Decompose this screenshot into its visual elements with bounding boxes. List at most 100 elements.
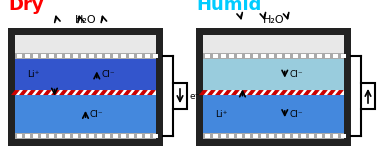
Polygon shape <box>327 90 336 95</box>
Bar <box>145 134 150 138</box>
Bar <box>41 134 46 138</box>
Bar <box>317 134 322 138</box>
Bar <box>8 28 163 146</box>
Bar <box>285 54 290 58</box>
Polygon shape <box>35 90 44 95</box>
Bar <box>173 83 187 109</box>
Bar <box>113 134 118 138</box>
Bar <box>15 133 156 139</box>
Polygon shape <box>263 90 272 95</box>
Text: Dry: Dry <box>8 0 43 14</box>
Polygon shape <box>215 90 224 95</box>
Bar <box>65 54 70 58</box>
Bar <box>301 134 306 138</box>
Bar <box>153 54 158 58</box>
Bar <box>73 134 78 138</box>
Polygon shape <box>51 90 60 95</box>
Bar <box>221 54 226 58</box>
Polygon shape <box>319 90 328 95</box>
Bar <box>261 134 266 138</box>
Polygon shape <box>287 90 296 95</box>
Polygon shape <box>147 90 156 95</box>
Text: H₂O: H₂O <box>75 15 96 25</box>
Bar <box>15 90 156 95</box>
Polygon shape <box>303 90 312 95</box>
Bar <box>269 54 274 58</box>
Bar <box>333 54 338 58</box>
Bar <box>137 134 142 138</box>
Text: Li⁺: Li⁺ <box>215 109 227 118</box>
Bar <box>229 134 234 138</box>
Bar <box>17 134 22 138</box>
Bar <box>153 134 158 138</box>
Polygon shape <box>59 90 68 95</box>
Bar <box>325 134 330 138</box>
Bar <box>213 134 218 138</box>
Bar <box>205 134 210 138</box>
Polygon shape <box>231 90 240 95</box>
Bar <box>49 54 54 58</box>
Polygon shape <box>139 90 148 95</box>
Bar <box>341 54 346 58</box>
Bar <box>285 134 290 138</box>
Polygon shape <box>199 90 208 95</box>
Bar <box>137 54 142 58</box>
Bar <box>113 54 118 58</box>
Text: Humid: Humid <box>196 0 261 14</box>
Bar <box>121 134 126 138</box>
Polygon shape <box>271 90 280 95</box>
Polygon shape <box>207 90 216 95</box>
Bar <box>269 134 274 138</box>
Bar <box>237 54 242 58</box>
Bar <box>277 134 282 138</box>
Polygon shape <box>279 90 288 95</box>
Polygon shape <box>335 90 344 95</box>
Bar <box>213 54 218 58</box>
Bar <box>341 134 346 138</box>
Bar <box>105 54 110 58</box>
Bar <box>49 134 54 138</box>
Bar <box>221 134 226 138</box>
Bar <box>73 54 78 58</box>
Bar <box>25 134 30 138</box>
Polygon shape <box>107 90 116 95</box>
Bar <box>309 134 314 138</box>
Text: Cl⁻: Cl⁻ <box>101 70 115 79</box>
Bar <box>97 54 102 58</box>
Bar <box>203 35 344 53</box>
Polygon shape <box>91 90 100 95</box>
Bar <box>33 54 38 58</box>
Polygon shape <box>131 90 140 95</box>
Bar <box>203 133 344 139</box>
Bar <box>89 54 94 58</box>
Polygon shape <box>239 90 248 95</box>
Polygon shape <box>83 90 92 95</box>
Bar <box>277 54 282 58</box>
Polygon shape <box>223 90 232 95</box>
Bar <box>89 134 94 138</box>
Polygon shape <box>255 90 264 95</box>
Polygon shape <box>123 90 132 95</box>
Polygon shape <box>247 90 256 95</box>
Bar <box>333 134 338 138</box>
Bar <box>325 54 330 58</box>
Text: Cl⁻: Cl⁻ <box>289 109 303 118</box>
Bar <box>293 54 298 58</box>
Polygon shape <box>115 90 124 95</box>
Bar <box>65 134 70 138</box>
Text: Li⁺: Li⁺ <box>27 70 39 79</box>
Bar <box>41 54 46 58</box>
Polygon shape <box>19 90 28 95</box>
Polygon shape <box>11 90 20 95</box>
Polygon shape <box>43 90 52 95</box>
Text: Cl⁻: Cl⁻ <box>90 109 103 118</box>
Bar <box>145 54 150 58</box>
Bar <box>15 35 156 53</box>
Text: H₂O: H₂O <box>263 15 284 25</box>
Bar <box>245 54 250 58</box>
Bar <box>81 54 86 58</box>
Bar <box>57 134 62 138</box>
Bar <box>293 134 298 138</box>
Bar <box>17 54 22 58</box>
Bar <box>196 28 351 146</box>
